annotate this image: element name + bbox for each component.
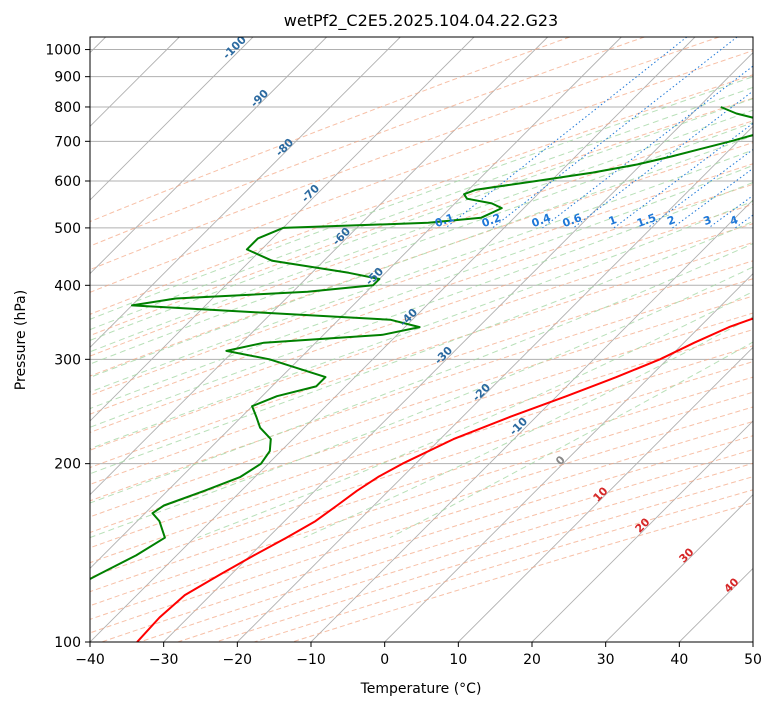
mixing-ratio-line [542,65,753,229]
moist-adiabat-line [90,109,753,353]
mixing-ratio-label: 0.1 [433,211,456,230]
mixing-ratio-label: 2 [665,213,677,228]
moist-adiabat-line [90,200,753,450]
moist-adiabat-line [90,76,753,320]
isotherm-line [163,52,753,642]
dry-adiabat-line [90,142,753,377]
mixing-ratio-label: 1 [607,213,619,228]
x-tick-label: 10 [449,652,467,668]
dry-adiabat-line [90,97,753,337]
isotherm-line [458,346,753,642]
y-tick-label: 200 [54,457,81,473]
x-tick-label: 0 [380,652,389,668]
moist-adiabat-line [90,122,753,365]
mixing-ratio-label: 1.5 [635,211,658,230]
x-tick-label: 30 [597,652,615,668]
dry-adiabat-line [90,376,753,593]
moist-adiabat-line [303,316,753,539]
dry-adiabat-line [90,223,753,451]
background-lines [90,37,753,642]
x-tick-label: −20 [223,652,253,668]
dry-adiabat-line [90,329,753,549]
mixing-ratio-label: 0.4 [530,211,553,230]
y-tick-label: 100 [54,635,81,651]
moist-adiabat-line [90,164,753,410]
dry-adiabat-line [90,241,753,469]
mixing-ratio-label: 0.2 [480,211,503,230]
y-tick-label: 500 [54,221,81,237]
moist-adiabat-line [90,220,753,475]
isotherm-line [90,37,475,422]
mixing-ratio-label: 6 [767,213,775,228]
moist-adiabat-line [90,149,753,393]
dry-adiabat-line [90,391,753,607]
temperature-profile-line [136,317,753,642]
moist-adiabat-line [197,291,753,539]
isotherm-line [310,199,753,642]
plot-background [90,37,753,642]
dry-adiabat-line [90,312,753,534]
dewpoint-profile-line [90,106,753,581]
chart-title: wetPf2_C2E5.2025.104.04.22.G23 [284,11,558,31]
mixing-ratio-label: 3 [702,213,714,228]
isotherm-line [90,37,327,275]
x-tick-label: 40 [670,652,688,668]
mixing-ratio-label: 4 [728,213,740,228]
dry-adiabat-line [90,50,753,293]
y-tick-label: 700 [54,134,81,150]
isotherm-line [531,420,753,642]
mixing-ratio-line [613,122,753,229]
y-axis-title: Pressure (hPa) [13,290,29,390]
dry-adiabat-line [90,345,753,564]
x-tick-label: −10 [296,652,326,668]
dry-adiabat-line [90,37,570,223]
dry-adiabat-line [90,260,753,485]
isotherm-line [90,37,254,201]
dry-adiabat-line [90,361,753,578]
y-tick-label: 400 [54,278,81,294]
dry-adiabat-line [90,295,753,518]
y-tick-label: 600 [54,174,81,190]
isotherm-line [90,37,548,496]
y-tick-label: 300 [54,352,81,368]
dry-adiabat-line [90,278,753,502]
moist-adiabat-line [90,266,753,539]
axes: −40 −30 −20 −10 0 10 20 30 40 50 100 200 300 400 500 60… [45,43,762,668]
y-tick-label: 900 [54,70,81,86]
plot-frame [89,36,754,643]
isotherm-line [90,37,696,642]
moist-adiabat-line [90,181,753,428]
x-tick-label: 50 [744,652,762,668]
y-tick-label: 1000 [45,43,81,59]
x-axis-title: Temperature (°C) [360,681,482,697]
dry-adiabat-line [90,37,720,271]
y-tick-label: 800 [54,100,81,116]
mixing-ratio-label: 0.6 [561,211,584,230]
isotherm-line [384,273,753,642]
x-tick-label: −30 [149,652,179,668]
x-tick-label: −40 [75,652,105,668]
isotherm-line [605,494,753,642]
x-tick-label: 20 [523,652,541,668]
series-lines [90,106,753,642]
mixing-ratio-line [445,37,688,229]
isotherm-line [752,641,753,642]
dry-adiabat-line [90,163,753,396]
moist-adiabat-line [90,242,753,504]
moist-adiabat-line [90,86,753,331]
